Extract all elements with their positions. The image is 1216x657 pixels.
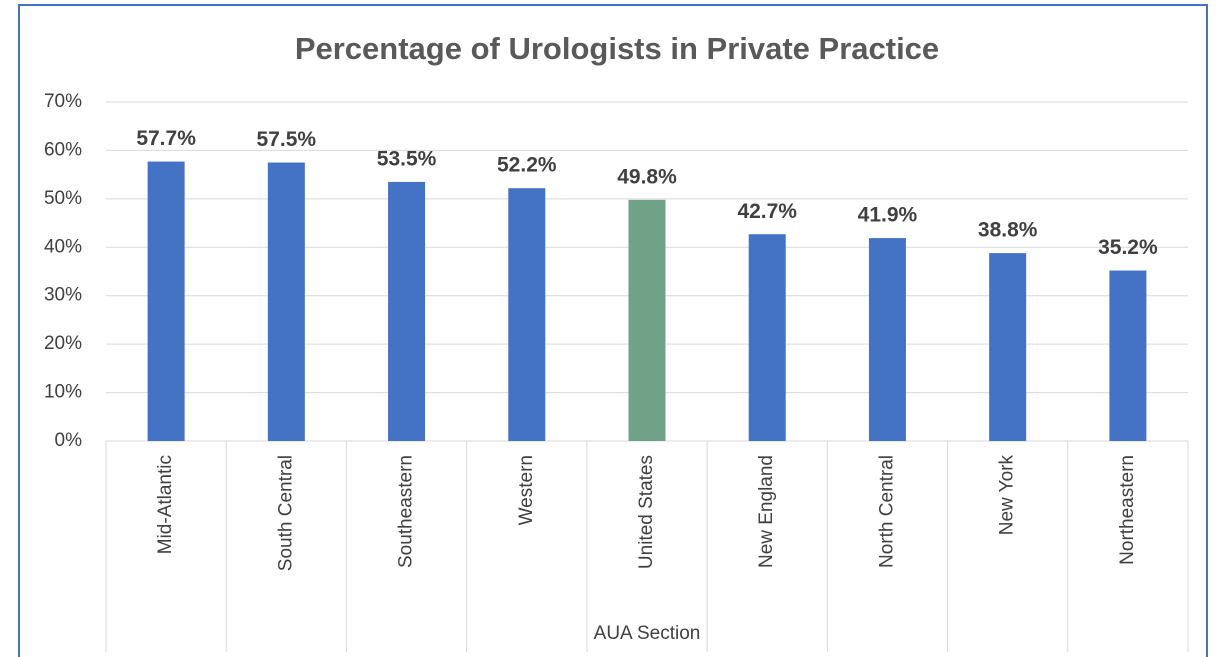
x-axis-title: AUA Section — [594, 623, 701, 644]
data-label: 49.8% — [617, 165, 677, 188]
bar — [868, 238, 906, 441]
data-label: 57.5% — [257, 128, 317, 151]
data-label: 53.5% — [377, 147, 437, 170]
bar — [388, 181, 426, 441]
data-label: 42.7% — [737, 200, 797, 223]
y-tick-label: 60% — [44, 139, 82, 160]
chart-title: Percentage of Urologists in Private Prac… — [295, 31, 939, 66]
x-tick-label: United States — [636, 455, 657, 569]
bar — [628, 199, 666, 441]
x-tick-label: New York — [997, 455, 1018, 536]
data-label: 57.7% — [136, 127, 196, 150]
data-label: 35.2% — [1098, 236, 1158, 259]
y-tick-label: 20% — [44, 333, 82, 354]
y-tick-label: 70% — [44, 91, 82, 112]
bar — [147, 161, 185, 441]
x-tick-label: Western — [516, 455, 537, 525]
x-tick-label: North Central — [876, 455, 897, 568]
data-label: 41.9% — [858, 204, 918, 227]
y-tick-label: 30% — [44, 285, 82, 306]
x-tick-label: Southeastern — [396, 455, 417, 568]
bar — [508, 188, 546, 441]
data-label: 52.2% — [497, 154, 557, 177]
bar — [1109, 270, 1147, 441]
x-tick-label: Mid-Atlantic — [155, 455, 176, 554]
y-tick-label: 50% — [44, 188, 82, 209]
bar — [267, 162, 305, 442]
y-tick-label: 0% — [55, 430, 83, 451]
bar — [748, 234, 786, 441]
x-tick-label: Northeastern — [1117, 455, 1138, 565]
x-tick-label: New England — [756, 455, 777, 568]
y-tick-label: 40% — [44, 236, 82, 257]
y-tick-label: 10% — [44, 382, 82, 403]
x-tick-label: South Central — [275, 455, 296, 571]
chart-frame — [18, 4, 1208, 657]
data-label: 38.8% — [978, 219, 1038, 242]
bar — [989, 253, 1027, 441]
